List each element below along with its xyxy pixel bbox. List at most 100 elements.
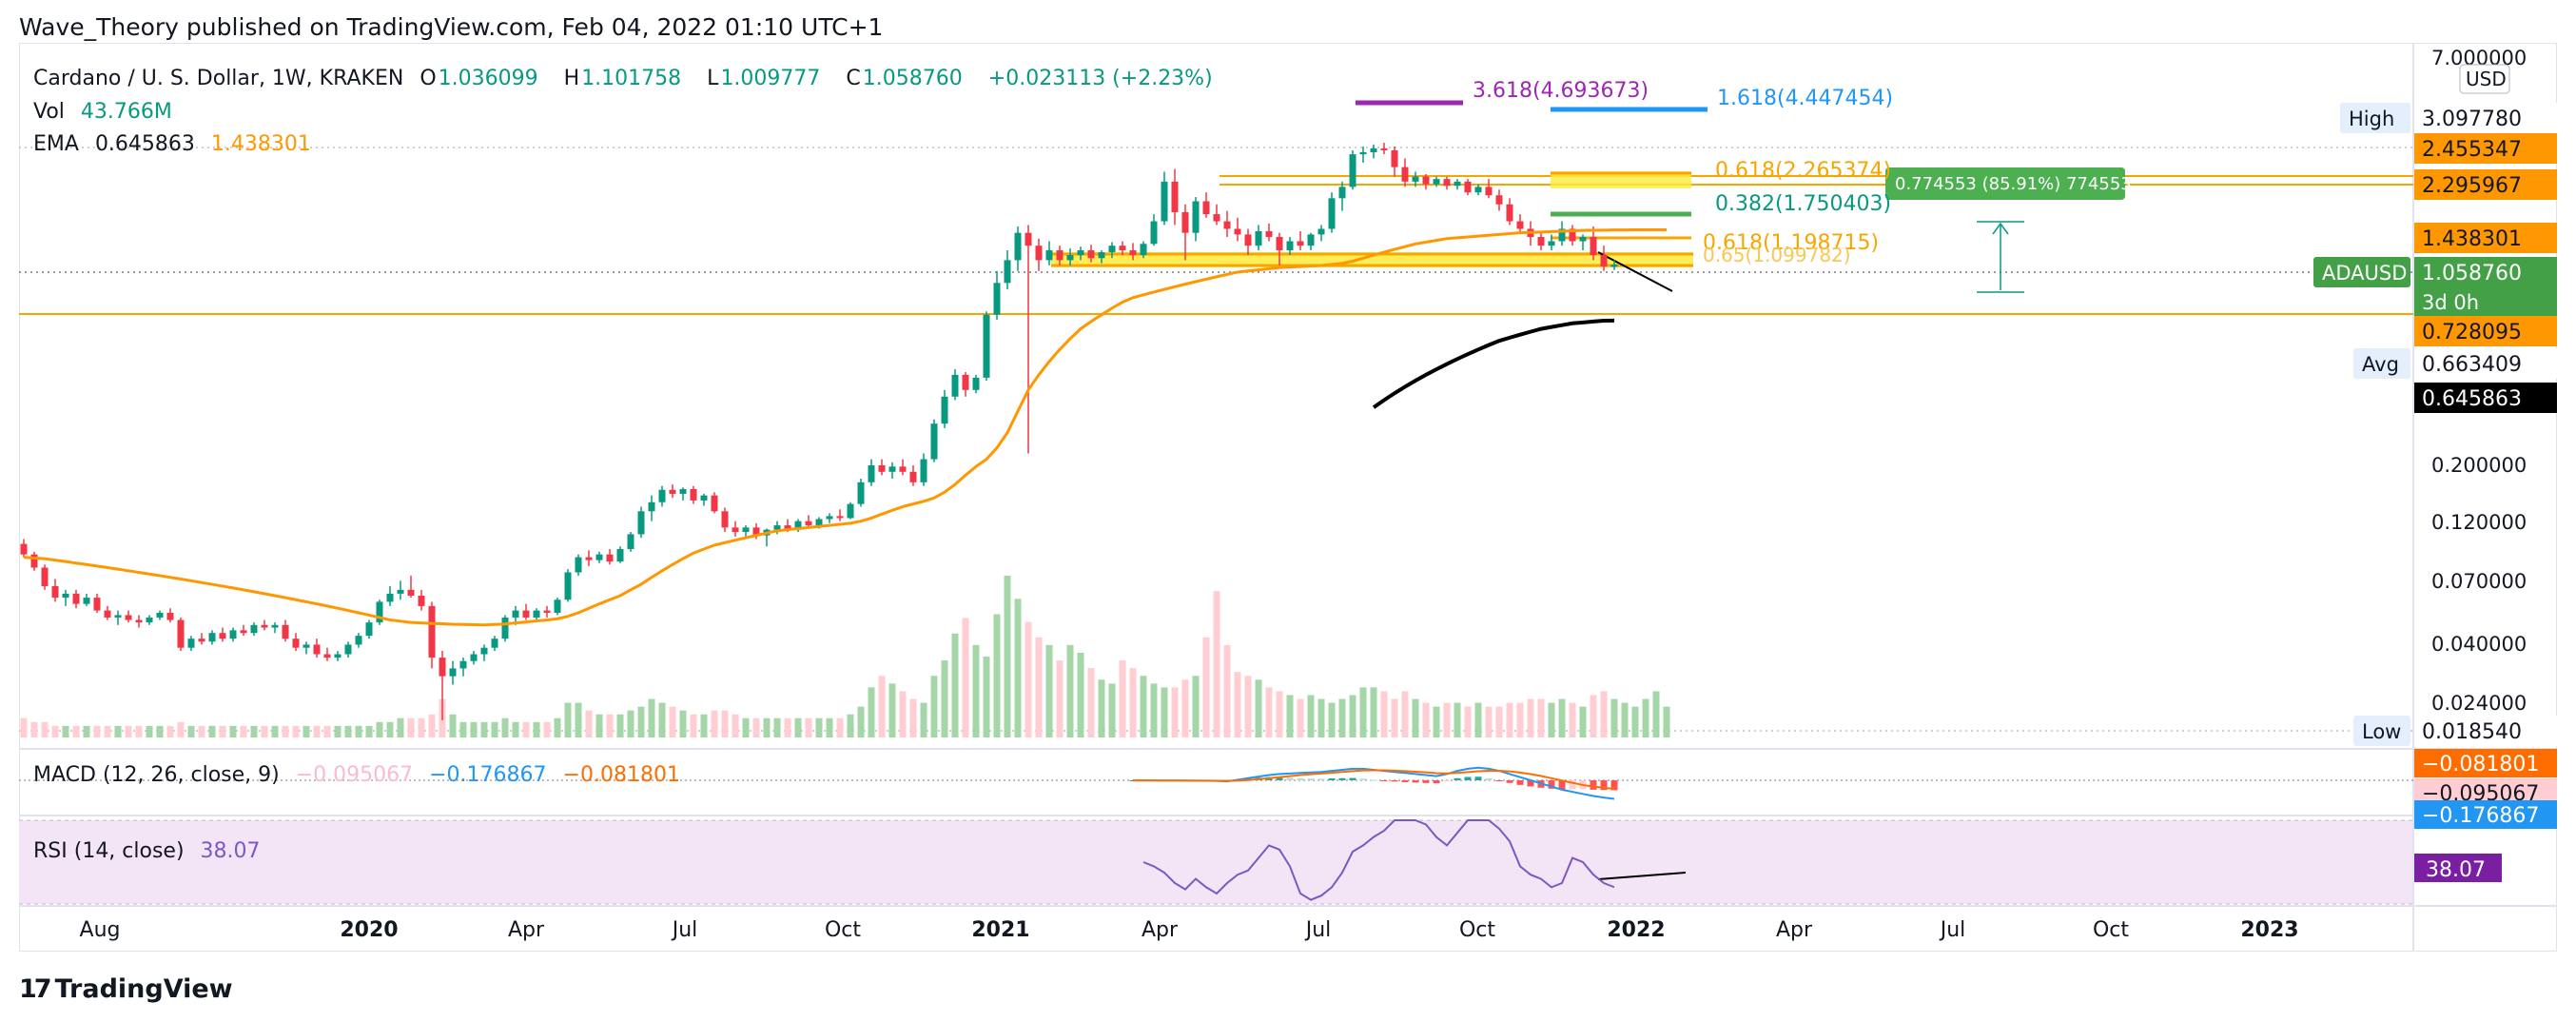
volume-bar	[575, 702, 582, 737]
volume-bar	[993, 614, 1001, 737]
volume-bar	[418, 717, 425, 737]
volume-bar	[1652, 691, 1660, 737]
price-trendline[interactable]	[1597, 251, 1673, 292]
volume-bar	[125, 725, 132, 737]
candle-body	[805, 521, 812, 526]
volume-bar	[1558, 698, 1566, 737]
candle-body	[292, 639, 300, 648]
legend-vol-label: Vol	[33, 100, 65, 124]
volume-bar	[836, 717, 844, 737]
price-label-box	[2414, 316, 2557, 346]
volume-bar	[198, 725, 205, 737]
price-label-box	[2414, 716, 2557, 746]
volume-bar	[323, 725, 331, 737]
volume-bar	[637, 706, 645, 737]
candle-body	[1056, 250, 1064, 261]
price-label-tag-box	[2353, 348, 2410, 379]
volume-bar	[1527, 698, 1534, 737]
legend-macd-signal: −0.081801	[562, 763, 680, 787]
volume-bar	[1098, 679, 1105, 737]
chart-frame[interactable]	[19, 43, 2557, 952]
rsi-axis-value: 38.07	[2426, 858, 2486, 882]
volume-bar	[1412, 698, 1419, 737]
volume-bar	[972, 644, 980, 737]
macd-histogram-bar	[1433, 780, 1440, 784]
volume-bar	[229, 725, 237, 737]
macd-histogram-bar	[1412, 780, 1419, 783]
candle-body	[302, 644, 310, 648]
macd-histogram-bar	[1317, 778, 1325, 780]
volume-bar	[177, 721, 185, 737]
volume-bar	[1548, 702, 1555, 737]
publish-line: Wave_Theory published on TradingView.com…	[19, 13, 884, 41]
volume-bar	[669, 706, 676, 737]
legend-high: 1.101758	[581, 67, 682, 90]
volume-bar	[1621, 702, 1629, 737]
candle-body	[951, 374, 959, 397]
macd-histogram-bar	[1307, 778, 1315, 780]
rsi-pane-bg	[19, 820, 2413, 904]
candle-body	[732, 527, 739, 533]
price-label-tag: High	[2349, 108, 2394, 130]
candle-body	[658, 489, 666, 502]
macd-histogram-bar	[1558, 780, 1566, 790]
volume-bar	[30, 721, 38, 737]
macd-line	[1133, 766, 1615, 800]
macd-histogram-bar	[1286, 777, 1294, 780]
volume-bar	[1642, 698, 1649, 737]
fib-0618-top-zone[interactable]	[1551, 171, 1691, 188]
price-label-tag: Low	[2362, 720, 2401, 743]
volume-bar	[1035, 637, 1043, 737]
volume-bar	[826, 717, 833, 737]
macd-axis-box	[2414, 800, 2557, 829]
candle-body	[794, 521, 802, 529]
volume-bar	[1391, 698, 1398, 737]
time-axis-label: Aug	[80, 918, 121, 942]
candle-body	[700, 495, 708, 501]
macd-histogram-bar	[1527, 780, 1534, 787]
volume-bar	[1056, 660, 1064, 737]
candle-body	[135, 619, 143, 623]
candle-body	[1600, 255, 1608, 267]
rsi-pane	[1142, 819, 1615, 901]
tradingview-logo[interactable]: 17 TradingView	[19, 974, 233, 1004]
price-label-box	[2414, 103, 2557, 133]
time-axis-label: Jul	[671, 918, 698, 942]
macd-axis-box	[2414, 749, 2557, 777]
candle-body	[386, 593, 394, 602]
candle-body	[784, 525, 791, 529]
volume-bar	[146, 725, 153, 737]
macd-histogram-bar	[1590, 780, 1597, 790]
candle-body	[271, 624, 279, 628]
candle-body	[679, 488, 687, 494]
candle-body	[543, 610, 551, 613]
candle-body	[1244, 234, 1252, 246]
volume-bar	[1255, 679, 1262, 737]
volume-bar	[1234, 672, 1241, 737]
volume-bar	[1077, 652, 1084, 737]
candle-body	[93, 598, 101, 611]
volume-bar	[983, 657, 990, 737]
volume-bar	[1223, 644, 1231, 737]
time-axis-label: 2022	[1607, 918, 1665, 942]
candle-body	[1380, 147, 1388, 150]
candle-body	[428, 605, 436, 658]
candle-body	[690, 488, 697, 501]
support-zone[interactable]	[1051, 252, 1693, 267]
candle-body	[1223, 221, 1231, 229]
macd-histogram-bar	[1464, 776, 1472, 780]
rsi-trendline[interactable]	[1597, 872, 1687, 880]
candle-body	[1569, 228, 1576, 242]
candle-body	[1098, 252, 1105, 259]
price-axis-currency[interactable]: USD	[2466, 68, 2507, 90]
macd-histogram-bar	[1548, 780, 1555, 789]
legend-rsi-line: RSI (14, close) 38.07	[33, 839, 270, 863]
macd-histogram-bar	[1474, 776, 1482, 780]
candle-body	[1474, 187, 1482, 193]
candle-body	[355, 636, 362, 645]
tradingview-logo-icon: 17	[19, 974, 52, 1004]
volume-bar	[365, 725, 373, 737]
candle-body	[1077, 250, 1084, 256]
volume-bar	[1108, 683, 1116, 737]
